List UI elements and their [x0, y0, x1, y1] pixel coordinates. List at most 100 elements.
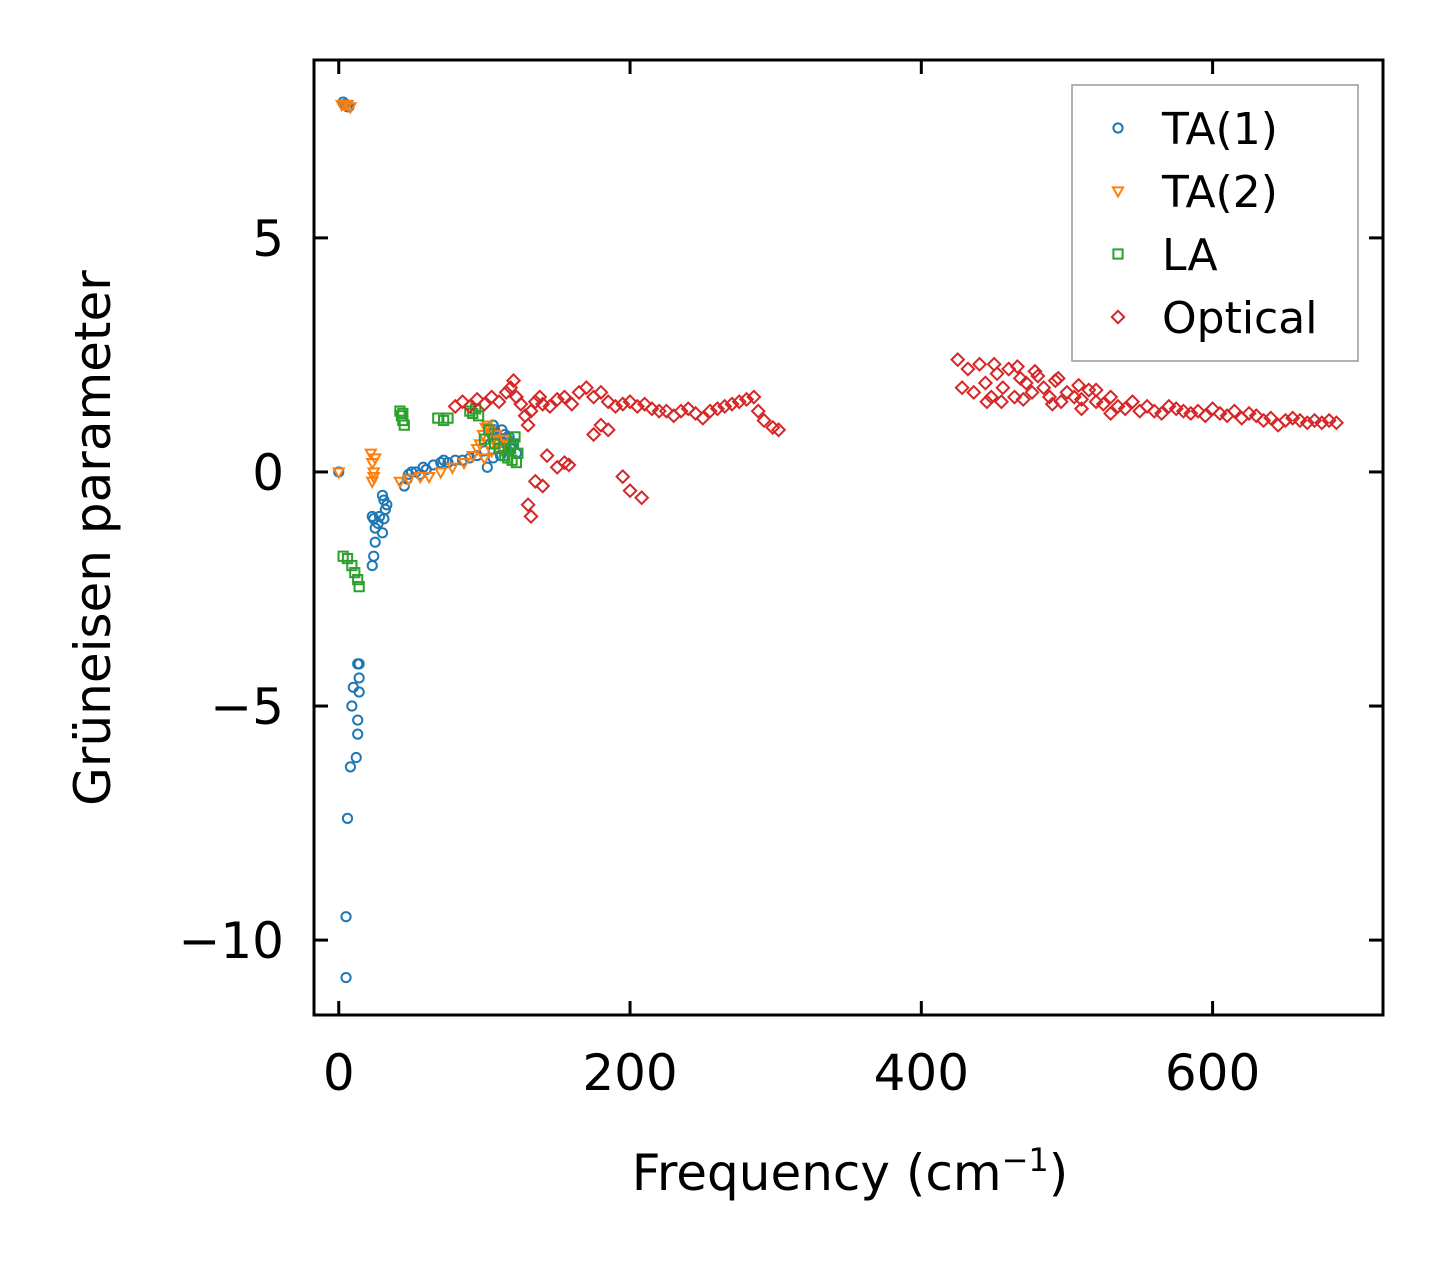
data-point-la: [349, 567, 361, 579]
data-point-optical: [629, 398, 645, 415]
data-point-ta-1: [427, 459, 440, 471]
data-point-optical: [469, 391, 485, 408]
data-point-optical: [960, 361, 976, 377]
data-point-optical: [1314, 415, 1330, 431]
data-point-optical: [1154, 405, 1170, 422]
data-point-ta-2: [422, 472, 436, 485]
data-point-ta-1: [350, 751, 362, 764]
data-point-la: [442, 412, 454, 424]
data-point-optical: [600, 394, 616, 410]
data-point-optical: [615, 469, 631, 485]
data-point-optical: [1190, 403, 1206, 419]
data-point-optical: [1124, 394, 1141, 410]
data-point-optical: [986, 356, 1002, 372]
data-point-optical: [1197, 408, 1213, 424]
data-point-optical: [770, 422, 787, 438]
data-point-ta-1: [353, 686, 365, 698]
data-point-optical: [1006, 389, 1023, 405]
legend-label-la: LA: [1162, 230, 1218, 281]
data-point-la: [512, 447, 524, 459]
data-point-optical: [513, 396, 529, 412]
data-point-ta-1: [346, 700, 358, 712]
data-point-ta-1: [341, 812, 354, 824]
data-point-ta-1: [442, 456, 454, 469]
data-point-optical: [539, 447, 555, 464]
data-point-optical: [738, 391, 755, 408]
data-point-optical: [950, 351, 966, 368]
data-point-optical: [717, 398, 733, 415]
data-point-optical: [1204, 401, 1221, 417]
data-point-ta-2: [393, 476, 407, 489]
data-points: [331, 96, 1345, 984]
data-point-optical: [634, 490, 650, 506]
data-point-optical: [556, 389, 573, 405]
data-point-la: [493, 442, 505, 455]
data-point-optical: [1044, 396, 1061, 412]
x-tick-label: 400: [874, 1044, 969, 1102]
data-point-optical: [1103, 405, 1119, 422]
data-point-optical: [484, 389, 500, 405]
data-point-optical: [535, 478, 551, 494]
data-point-optical: [1059, 384, 1075, 400]
data-point-optical: [491, 394, 507, 410]
legend-label-ta-1: TA(1): [1161, 104, 1278, 155]
data-point-optical: [622, 394, 638, 410]
data-point-optical: [505, 373, 522, 389]
data-point-optical: [995, 380, 1011, 396]
data-point-ta-1: [381, 499, 393, 511]
data-point-ta-1: [366, 510, 378, 523]
data-point-optical: [454, 394, 471, 410]
data-point-optical: [1073, 391, 1090, 408]
data-point-optical: [1117, 401, 1133, 417]
data-point-optical: [1041, 389, 1058, 405]
legend-label-ta-2: TA(2): [1161, 167, 1278, 218]
data-point-optical: [542, 398, 558, 415]
y-tick-label: −5: [210, 678, 284, 736]
data-point-optical: [1030, 368, 1046, 384]
data-point-ta-1: [376, 489, 389, 501]
data-point-optical: [593, 384, 609, 400]
data-point-optical: [1277, 412, 1294, 429]
data-point-la: [352, 574, 364, 586]
data-point-ta-2: [366, 472, 381, 485]
data-point-ta-1: [368, 550, 380, 562]
data-point-optical: [1103, 389, 1119, 405]
data-point-ta-1: [353, 672, 365, 684]
data-point-ta-1: [340, 971, 352, 984]
data-point-optical: [1036, 380, 1052, 396]
data-point-optical: [658, 403, 675, 419]
data-point-ta-1: [352, 714, 364, 726]
data-point-optical: [1328, 415, 1345, 431]
data-point-optical: [1255, 412, 1272, 429]
legend-box: [1071, 84, 1359, 362]
data-point-ta-1: [352, 728, 364, 740]
legend: TA(1) TA(2) LA Optical: [1071, 84, 1359, 362]
x-axis-title: Frequency (cm−1): [632, 1141, 1069, 1202]
data-point-ta-2: [331, 467, 346, 480]
data-point-la: [398, 419, 410, 431]
data-point-ta-1: [435, 456, 447, 469]
x-tick-label: 600: [1165, 1044, 1260, 1102]
legend-marker-optical: [1110, 309, 1126, 325]
data-point-optical: [578, 380, 594, 396]
data-point-ta-2: [465, 450, 480, 464]
data-point-ta-1: [376, 527, 389, 539]
data-point-ta-1: [344, 761, 357, 773]
data-point-optical: [695, 410, 711, 426]
data-point-optical: [971, 356, 988, 372]
data-point-ta-2: [401, 474, 416, 487]
data-point-optical: [520, 497, 536, 513]
data-point-optical: [520, 417, 536, 433]
data-point-optical: [1027, 363, 1043, 379]
y-tick-label: 5: [252, 210, 284, 268]
data-point-optical: [977, 375, 994, 391]
data-point-optical: [1139, 398, 1155, 415]
data-point-ta-1: [481, 461, 493, 473]
data-point-optical: [979, 394, 995, 410]
data-point-optical: [607, 398, 624, 415]
data-point-optical: [586, 426, 602, 443]
data-point-optical: [556, 454, 573, 471]
data-point-optical: [527, 473, 543, 489]
data-point-optical: [993, 394, 1010, 410]
data-point-la: [509, 431, 521, 443]
